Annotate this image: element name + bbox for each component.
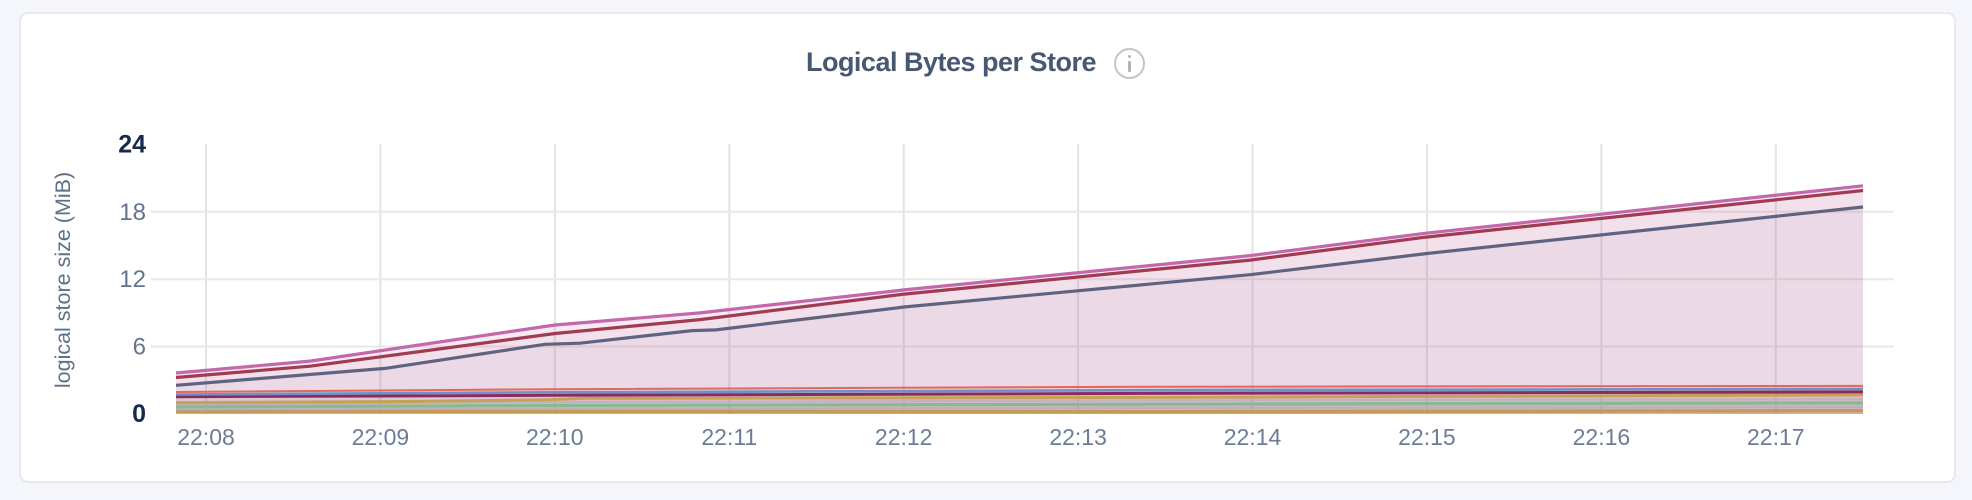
svg-text:24: 24 <box>118 131 146 159</box>
svg-text:22:16: 22:16 <box>1573 424 1631 450</box>
svg-text:22:13: 22:13 <box>1049 424 1107 450</box>
svg-text:22:14: 22:14 <box>1224 424 1282 450</box>
svg-text:18: 18 <box>119 199 146 226</box>
svg-text:22:12: 22:12 <box>875 424 933 450</box>
svg-text:logical store size (MiB): logical store size (MiB) <box>51 172 75 388</box>
svg-text:22:15: 22:15 <box>1398 424 1456 450</box>
svg-text:22:10: 22:10 <box>526 424 584 450</box>
svg-text:6: 6 <box>133 334 146 361</box>
svg-text:22:11: 22:11 <box>701 424 757 450</box>
svg-text:22:08: 22:08 <box>177 424 235 450</box>
svg-text:22:09: 22:09 <box>352 424 410 450</box>
svg-text:22:17: 22:17 <box>1747 424 1805 450</box>
svg-text:0: 0 <box>132 400 146 428</box>
svg-text:12: 12 <box>119 266 146 293</box>
